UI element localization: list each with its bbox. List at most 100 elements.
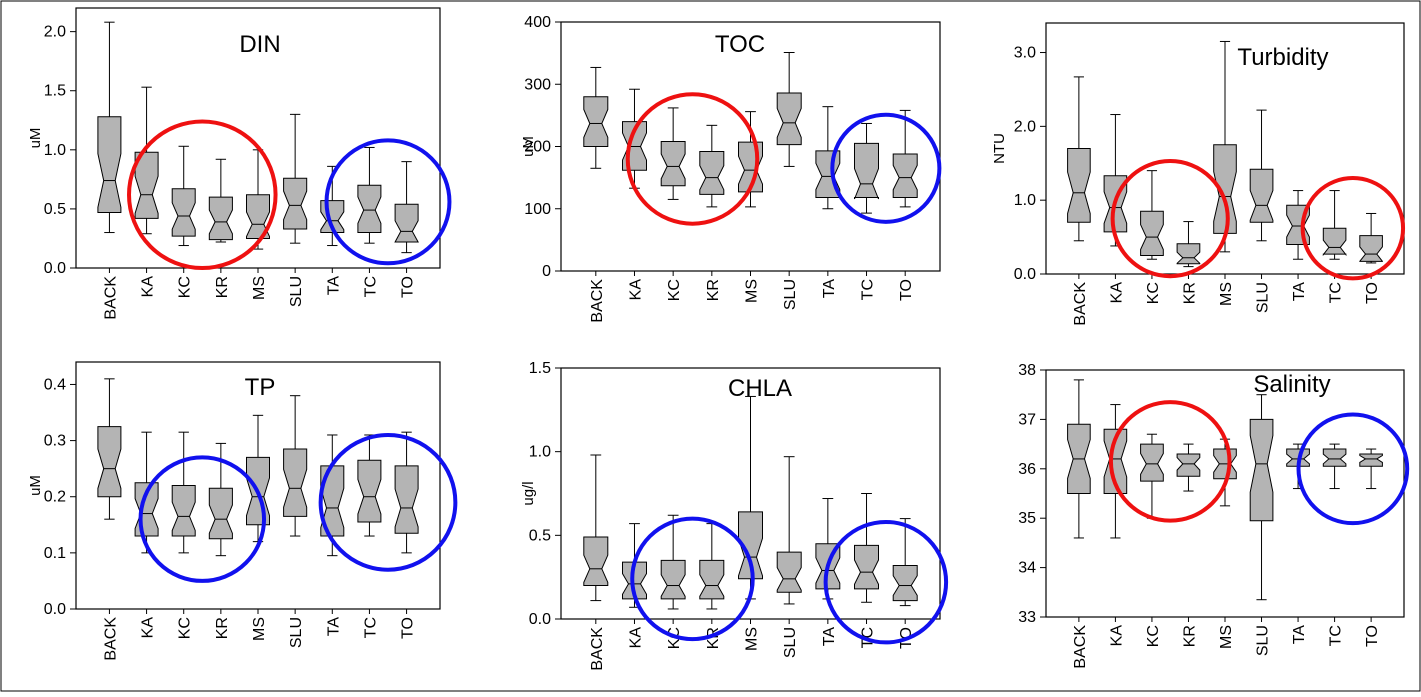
box-kc	[1140, 210, 1164, 256]
x-category-label: TO	[400, 617, 417, 639]
x-category-label: TO	[1364, 282, 1381, 304]
box-ms	[738, 511, 763, 580]
y-tick-label: 0.0	[44, 260, 66, 277]
x-category-label: SLU	[782, 279, 799, 310]
y-tick-label: 2.0	[1014, 118, 1036, 135]
x-category-label: KC	[666, 279, 683, 301]
panel-turbidity: 0.0 1.0 2.0 3.0 NTU Turbidity BACK KA KC KR MS SLU T…	[991, 22, 1406, 326]
x-category-label: SLU	[1255, 625, 1272, 656]
y-axis-label: uM	[520, 136, 537, 157]
x-category-label: SLU	[288, 617, 305, 648]
x-category-label: KA	[1108, 282, 1125, 304]
x-category-label: BACK	[102, 617, 119, 661]
x-category-label: KA	[140, 276, 157, 298]
y-tick-label: 1.0	[529, 444, 551, 461]
box-slu	[776, 92, 802, 146]
y-tick-label: 400	[524, 14, 551, 31]
y-tick-label: 36	[1018, 461, 1036, 478]
y-tick-label: 1.0	[1014, 192, 1036, 209]
y-tick-label: 0.2	[44, 489, 66, 506]
y-tick-label: 33	[1018, 609, 1036, 626]
box-tc	[357, 459, 382, 523]
box-back	[583, 536, 609, 586]
highlight-circle	[318, 432, 458, 572]
y-tick-label: 1.5	[529, 360, 551, 377]
x-category-label: SLU	[288, 276, 305, 307]
box-tc	[854, 544, 879, 590]
x-category-label: KR	[705, 279, 722, 301]
x-category-label: TC	[1328, 282, 1345, 303]
y-tick-label: 0.1	[44, 545, 66, 562]
x-category-label: MS	[744, 627, 761, 651]
y-tick-label: 34	[1018, 560, 1036, 577]
x-category-label: KR	[1181, 625, 1198, 647]
highlight-circle	[1110, 159, 1230, 279]
x-category-label: KR	[1181, 282, 1198, 304]
box-to	[1359, 235, 1383, 262]
box-ka	[622, 561, 647, 600]
x-category-label: TC	[1328, 625, 1345, 646]
box-back	[583, 96, 609, 147]
box-kc	[660, 559, 686, 600]
y-tick-label: 0.0	[44, 601, 66, 618]
highlight-circle	[1300, 176, 1406, 281]
x-category-label: MS	[744, 279, 761, 303]
y-tick-label: 38	[1018, 362, 1036, 379]
x-category-label: TA	[821, 627, 838, 647]
panel-title: DIN	[239, 31, 280, 58]
box-tc	[1322, 448, 1347, 467]
box-back	[97, 116, 122, 213]
panel-toc: 0 100 200 300 400 uM TOC BACK KA KC KR MS SLU TA TC TO	[520, 14, 942, 323]
y-axis-label: uM	[27, 128, 44, 149]
y-tick-label: 0.5	[44, 201, 66, 218]
y-axis-label: uM	[27, 475, 44, 496]
x-category-label: TA	[325, 617, 342, 637]
y-tick-label: 2.0	[44, 24, 66, 41]
box-ta	[320, 465, 345, 537]
y-tick-label: 0.0	[529, 611, 551, 628]
panel-title: TP	[245, 374, 276, 401]
x-category-label: TA	[325, 276, 342, 296]
x-category-label: MS	[1218, 625, 1235, 649]
box-ms	[1213, 144, 1237, 234]
x-category-label: KC	[1145, 282, 1162, 304]
y-tick-label: 37	[1018, 411, 1036, 428]
x-category-label: KC	[1145, 625, 1162, 647]
x-category-label: TO	[400, 276, 417, 298]
x-category-label: TA	[1291, 625, 1308, 645]
box-kr	[1176, 243, 1201, 265]
y-tick-label: 35	[1018, 510, 1036, 527]
highlight-circle	[1296, 412, 1410, 526]
box-kr	[1176, 453, 1201, 477]
box-kc	[171, 485, 196, 537]
box-kr	[699, 151, 725, 195]
box-to	[892, 565, 918, 602]
x-category-label: KA	[627, 627, 644, 649]
y-tick-label: 1.5	[44, 83, 66, 100]
x-category-label: TC	[362, 276, 379, 297]
x-category-label: MS	[251, 617, 268, 641]
box-kc	[171, 188, 196, 237]
y-tick-label: 300	[524, 76, 551, 93]
x-category-label: BACK	[102, 276, 119, 320]
highlight-circle	[1108, 400, 1232, 523]
x-category-label: MS	[251, 276, 268, 300]
highlight-circle	[630, 516, 755, 642]
box-to	[394, 203, 419, 243]
y-tick-label: 100	[524, 201, 551, 218]
y-tick-label: 0	[542, 263, 551, 280]
x-category-label: SLU	[1255, 282, 1272, 313]
box-kr	[208, 487, 233, 540]
box-ka	[134, 151, 159, 219]
y-tick-label: 200	[524, 139, 551, 156]
panel-din: 0.0 0.5 1.0 1.5 2.0 uM DIN BACK KA KC KR MS SLU TA TC T…	[27, 7, 452, 320]
y-axis-label: ug/l	[520, 481, 537, 505]
highlight-circle	[324, 138, 452, 266]
y-axis-label: NTU	[991, 133, 1008, 164]
box-slu	[1249, 418, 1274, 522]
highlight-circle	[823, 519, 949, 645]
x-category-label: BACK	[1072, 625, 1089, 669]
y-tick-label: 1.0	[44, 142, 66, 159]
x-category-label: KA	[140, 617, 157, 639]
